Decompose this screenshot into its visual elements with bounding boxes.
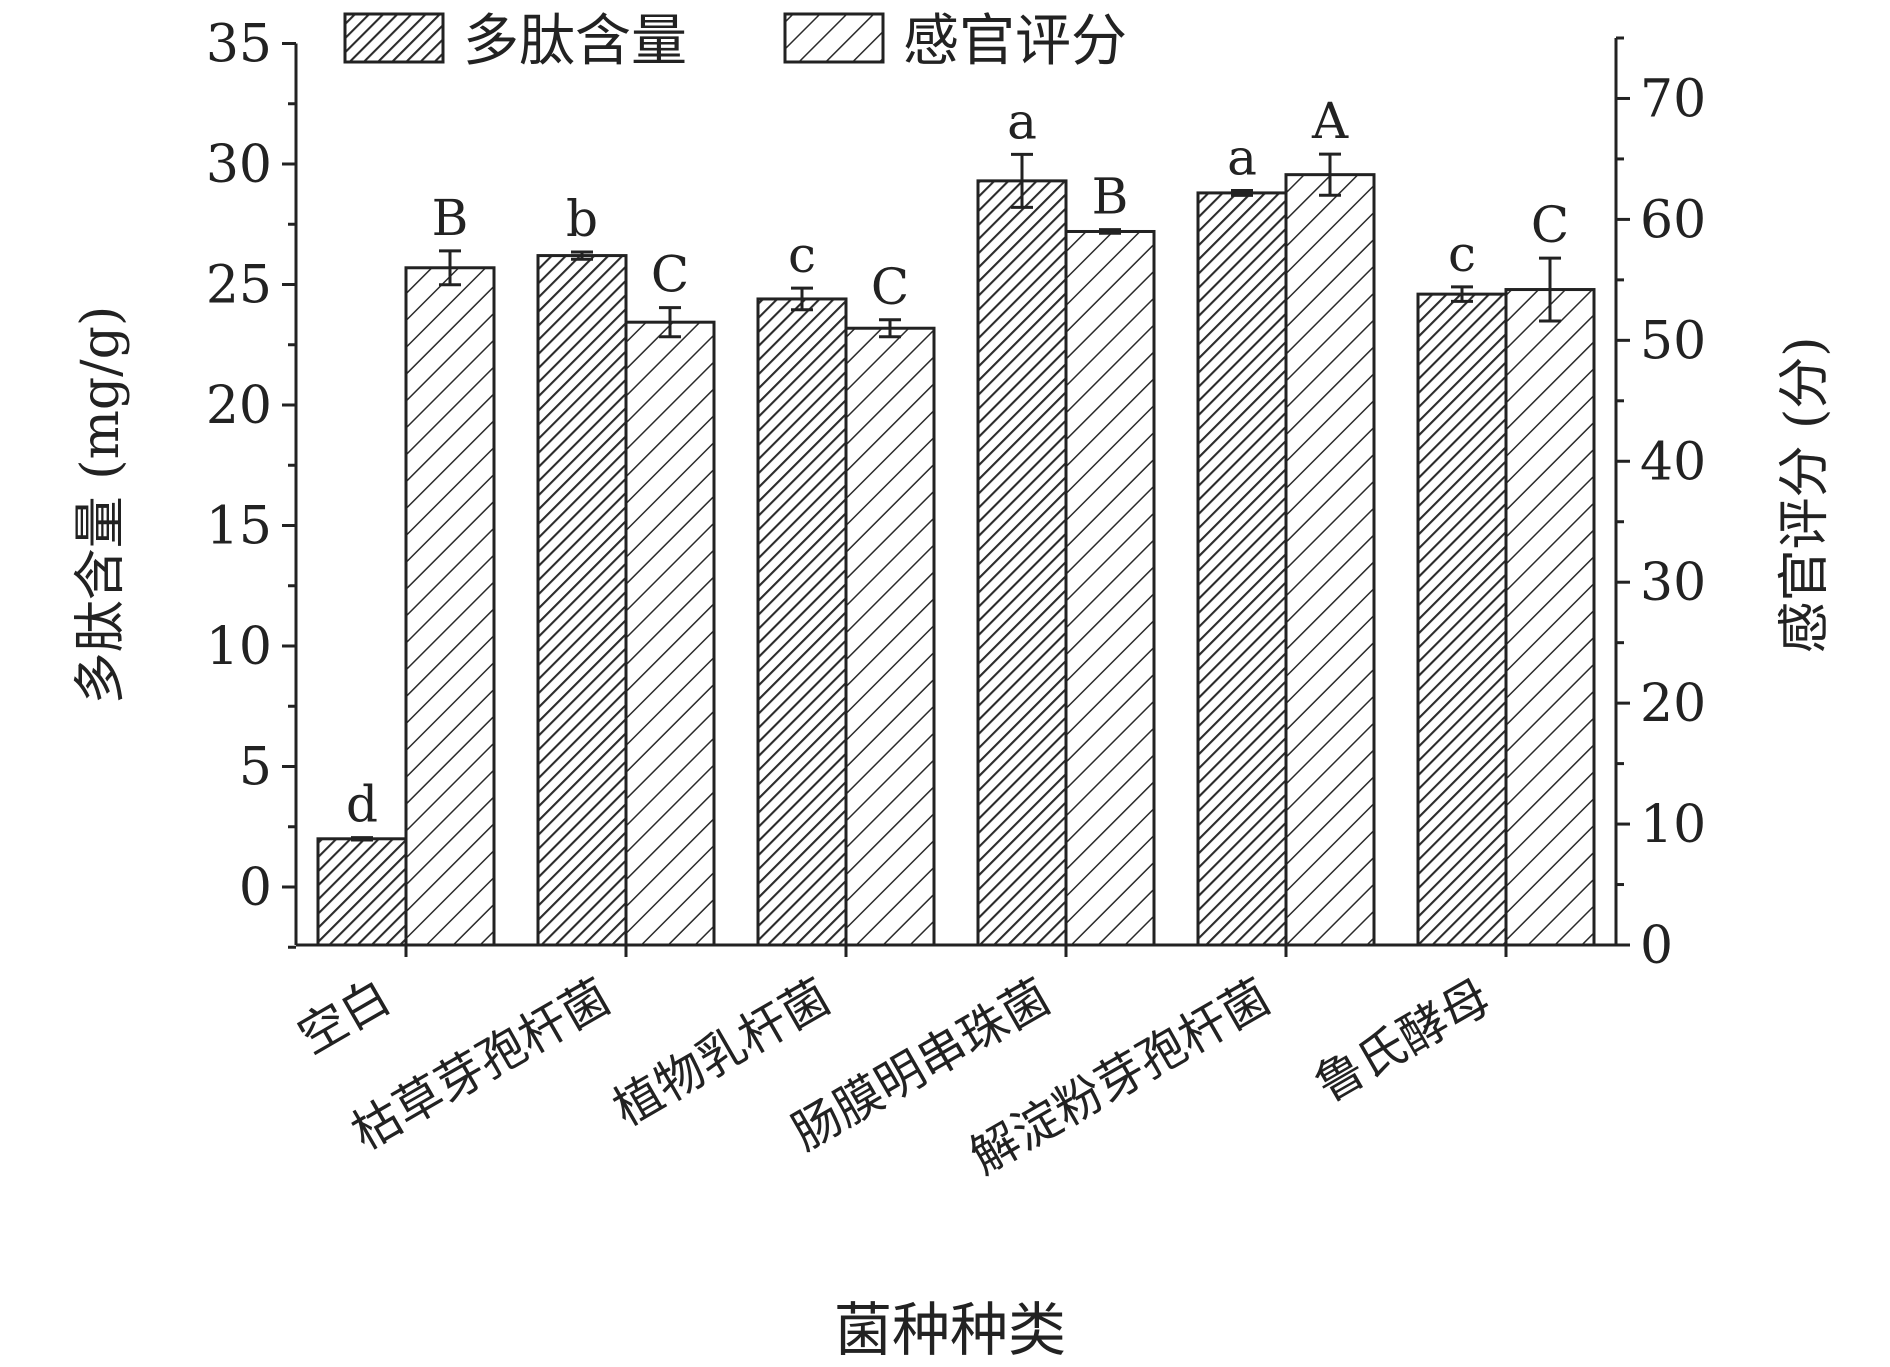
left-axis-title: 多肽含量 (mg/g)	[71, 306, 131, 705]
right-tick-label-10: 10	[1640, 795, 1706, 855]
left-tick-label-25: 25	[206, 256, 272, 316]
x-axis-title: 菌种种类	[834, 1296, 1066, 1364]
right-axis-title: 感官评分 (分)	[1775, 336, 1835, 653]
legend-swatch-0	[343, 12, 445, 64]
right-tick-label-70: 70	[1640, 69, 1706, 129]
sig-label-感官评分-1: C	[651, 246, 689, 304]
left-tick-label-5: 5	[239, 738, 272, 798]
right-tick-label-50: 50	[1640, 311, 1706, 371]
sig-label-多肽含量-3: a	[1007, 92, 1037, 150]
bar-感官评分-2	[844, 326, 936, 947]
bar-多肽含量-3	[976, 179, 1068, 947]
bar-感官评分-5	[1504, 288, 1596, 947]
right-tick-label-40: 40	[1640, 432, 1706, 492]
sig-label-多肽含量-4: a	[1227, 129, 1257, 187]
legend-swatch-1	[783, 12, 885, 64]
sig-label-感官评分-2: C	[871, 258, 909, 316]
sig-label-多肽含量-5: c	[1448, 225, 1476, 283]
left-tick-label-20: 20	[206, 376, 272, 436]
bar-多肽含量-1	[536, 254, 628, 947]
x-tick-label-5: 鲁氏酵母	[1306, 969, 1500, 1114]
sig-label-感官评分-4: A	[1311, 92, 1349, 150]
bar-多肽含量-4	[1196, 191, 1288, 947]
sig-label-多肽含量-1: b	[566, 190, 598, 248]
left-tick-label-0: 0	[239, 858, 272, 918]
legend-label-0: 多肽含量	[463, 9, 687, 74]
left-tick-label-10: 10	[206, 617, 272, 677]
bar-感官评分-3	[1064, 229, 1156, 947]
right-tick-label-30: 30	[1640, 553, 1706, 613]
bar-多肽含量-2	[756, 297, 848, 947]
legend: 多肽含量 感官评分	[343, 9, 1127, 74]
bar-多肽含量-0	[316, 837, 408, 947]
bar-感官评分-0	[404, 266, 496, 947]
left-tick-label-15: 15	[206, 497, 272, 557]
left-tick-label-30: 30	[206, 135, 272, 195]
x-tick-label-0: 空白	[289, 969, 400, 1066]
sig-label-多肽含量-0: d	[346, 776, 378, 834]
legend-label-1: 感官评分	[903, 9, 1127, 74]
right-tick-label-20: 20	[1640, 674, 1706, 734]
right-tick-label-60: 60	[1640, 190, 1706, 250]
right-tick-label-0: 0	[1640, 916, 1673, 976]
bar-感官评分-4	[1284, 173, 1376, 947]
sig-label-感官评分-0: B	[432, 189, 469, 247]
bar-感官评分-1	[624, 320, 716, 947]
sig-label-多肽含量-2: c	[788, 226, 816, 284]
sig-label-感官评分-3: B	[1092, 168, 1129, 226]
left-tick-label-35: 35	[206, 15, 272, 75]
bar-多肽含量-5	[1416, 292, 1508, 947]
sig-label-感官评分-5: C	[1531, 196, 1569, 254]
